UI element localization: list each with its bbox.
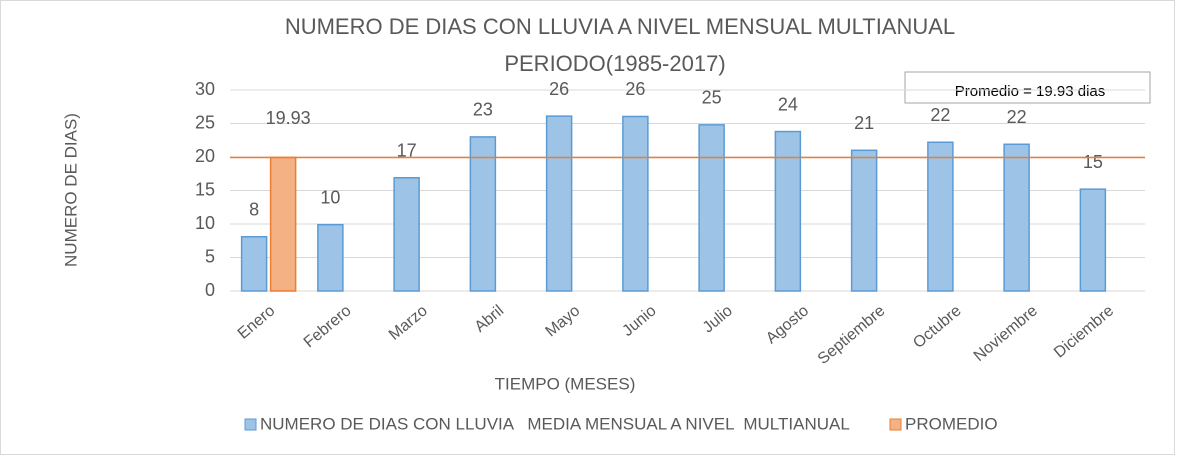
y-tick-label: 15 xyxy=(195,179,215,199)
value-label: 26 xyxy=(549,79,569,99)
legend-swatch xyxy=(889,418,902,431)
chart-title: NUMERO DE DIAS CON LLUVIA A NIVEL MENSUA… xyxy=(285,14,955,39)
bar xyxy=(240,235,268,292)
bar xyxy=(1003,143,1030,292)
bar xyxy=(622,115,649,292)
value-label: 22 xyxy=(930,105,950,125)
value-label: 24 xyxy=(778,94,798,114)
bar xyxy=(927,141,954,292)
bar xyxy=(1079,188,1107,292)
value-label: 15 xyxy=(1083,152,1103,172)
legend-swatch xyxy=(244,418,257,431)
value-label: 17 xyxy=(397,141,417,161)
bar xyxy=(469,136,497,292)
value-label: 10 xyxy=(320,187,340,207)
bar xyxy=(850,149,878,292)
value-label: 21 xyxy=(854,113,874,133)
value-label: 19.93 xyxy=(266,108,311,128)
y-tick-label: 0 xyxy=(205,280,215,300)
value-label: 22 xyxy=(1007,107,1027,127)
y-tick-label: 5 xyxy=(205,246,215,266)
annotation-box xyxy=(904,71,1151,104)
y-tick-label: 10 xyxy=(195,213,215,233)
x-axis-title: TIEMPO (MESES) xyxy=(495,374,636,393)
bar xyxy=(393,177,420,292)
y-tick-label: 30 xyxy=(195,79,215,99)
annotation: Promedio = 19.93 dias xyxy=(955,83,1106,100)
legend-label: PROMEDIO xyxy=(905,414,998,433)
bar xyxy=(545,115,573,292)
legend-label: NUMERO DE DIAS CON LLUVIA MEDIA MENSUAL … xyxy=(260,414,850,433)
bar xyxy=(774,130,802,292)
bar xyxy=(698,124,725,292)
value-label: 25 xyxy=(702,88,722,108)
bar xyxy=(269,156,297,292)
value-label: 8 xyxy=(249,199,259,219)
bar xyxy=(317,223,344,292)
value-label: 26 xyxy=(625,79,645,99)
value-label: 23 xyxy=(473,100,493,120)
y-axis-title: NUMERO DE DIAS) xyxy=(61,113,80,267)
y-tick-label: 20 xyxy=(195,146,215,166)
y-tick-label: 25 xyxy=(195,112,215,132)
chart-subtitle: PERIODO(1985-2017) xyxy=(504,51,725,76)
